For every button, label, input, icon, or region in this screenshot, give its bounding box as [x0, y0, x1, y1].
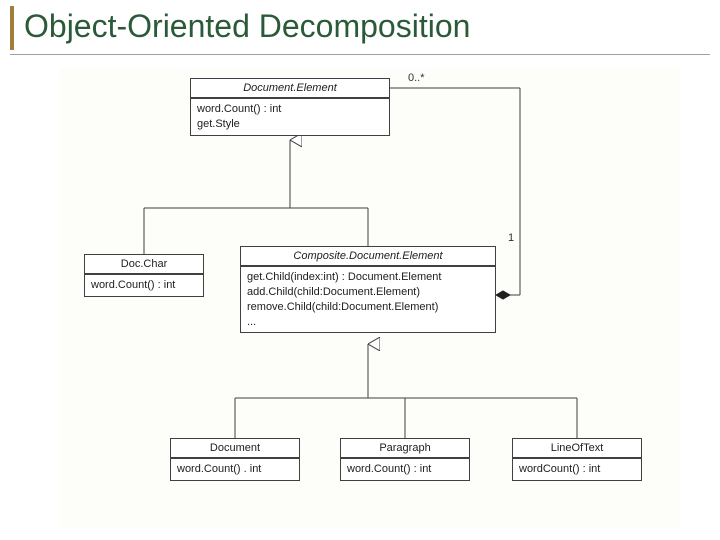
class-doc-char: Doc.Char word.Count() : int	[84, 254, 204, 297]
class-operations: get.Child(index:int) : Document.Element …	[241, 266, 495, 332]
class-name: Paragraph	[341, 439, 469, 457]
class-name: Document.Element	[191, 79, 389, 97]
class-operations: word.Count() : int	[341, 458, 469, 480]
title-underline	[10, 54, 710, 55]
multiplicity-one: 1	[508, 232, 514, 244]
class-paragraph: Paragraph word.Count() : int	[340, 438, 470, 481]
accent-bar	[10, 6, 14, 50]
class-operations: word.Count() : int	[85, 274, 203, 296]
page-title: Object-Oriented Decomposition	[24, 8, 470, 45]
class-operations: wordCount() : int	[513, 458, 641, 480]
multiplicity-zero-star: 0..*	[408, 72, 425, 84]
class-operations: word.Count() : int get.Style	[191, 98, 389, 135]
class-line-of-text: LineOfText wordCount() : int	[512, 438, 642, 481]
class-composite-document-element: Composite.Document.Element get.Child(ind…	[240, 246, 496, 333]
class-name: Doc.Char	[85, 255, 203, 273]
class-document-element: Document.Element word.Count() : int get.…	[190, 78, 390, 136]
class-name: Document	[171, 439, 299, 457]
uml-diagram: Document.Element word.Count() : int get.…	[60, 68, 680, 528]
class-operations: word.Count() . int	[171, 458, 299, 480]
class-name: LineOfText	[513, 439, 641, 457]
class-name: Composite.Document.Element	[241, 247, 495, 265]
class-document: Document word.Count() . int	[170, 438, 300, 481]
